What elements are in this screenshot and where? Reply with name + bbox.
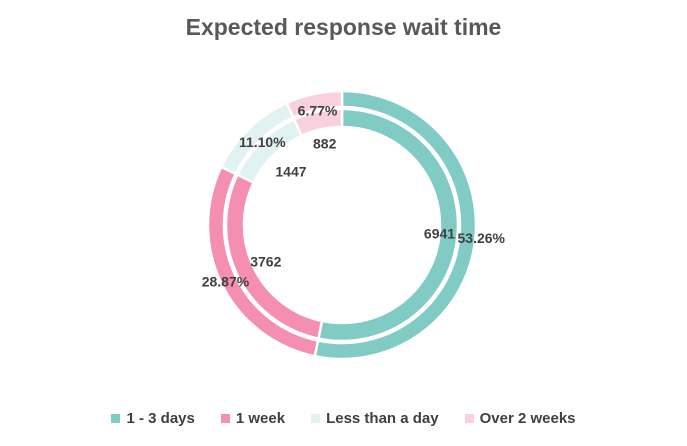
legend-swatch bbox=[220, 414, 230, 423]
legend-item-1: 1 week bbox=[220, 410, 286, 427]
legend-label: 1 - 3 days bbox=[126, 410, 195, 427]
legend-item-2: Less than a day bbox=[311, 410, 439, 427]
inner-label-1: 3762 bbox=[250, 253, 281, 269]
legend-swatch bbox=[311, 414, 321, 423]
legend-label: 1 week bbox=[235, 410, 286, 427]
inner-label-2: 1447 bbox=[275, 164, 306, 180]
outer-label-1: 28.87% bbox=[202, 273, 250, 289]
legend-item-0: 1 - 3 days bbox=[111, 410, 195, 427]
legend-swatch bbox=[111, 414, 121, 423]
chart-title: Expected response wait time bbox=[185, 14, 502, 40]
outer-label-2: 11.10% bbox=[239, 134, 286, 150]
inner-label-0: 6941 bbox=[424, 226, 455, 242]
outer-slice-3 bbox=[285, 89, 344, 120]
legend-swatch bbox=[464, 414, 474, 423]
outer-label-0: 53.26% bbox=[458, 230, 506, 246]
outer-label-3: 6.77% bbox=[298, 102, 338, 118]
legend-label: Over 2 weeks bbox=[479, 410, 576, 427]
legend: 1 - 3 days 1 week Less than a day Over 2 we… bbox=[0, 410, 687, 427]
legend-label: Less than a day bbox=[326, 410, 439, 427]
inner-label-3: 882 bbox=[313, 136, 337, 152]
inner-slice-3 bbox=[292, 107, 344, 138]
legend-item-3: Over 2 weeks bbox=[464, 410, 576, 427]
